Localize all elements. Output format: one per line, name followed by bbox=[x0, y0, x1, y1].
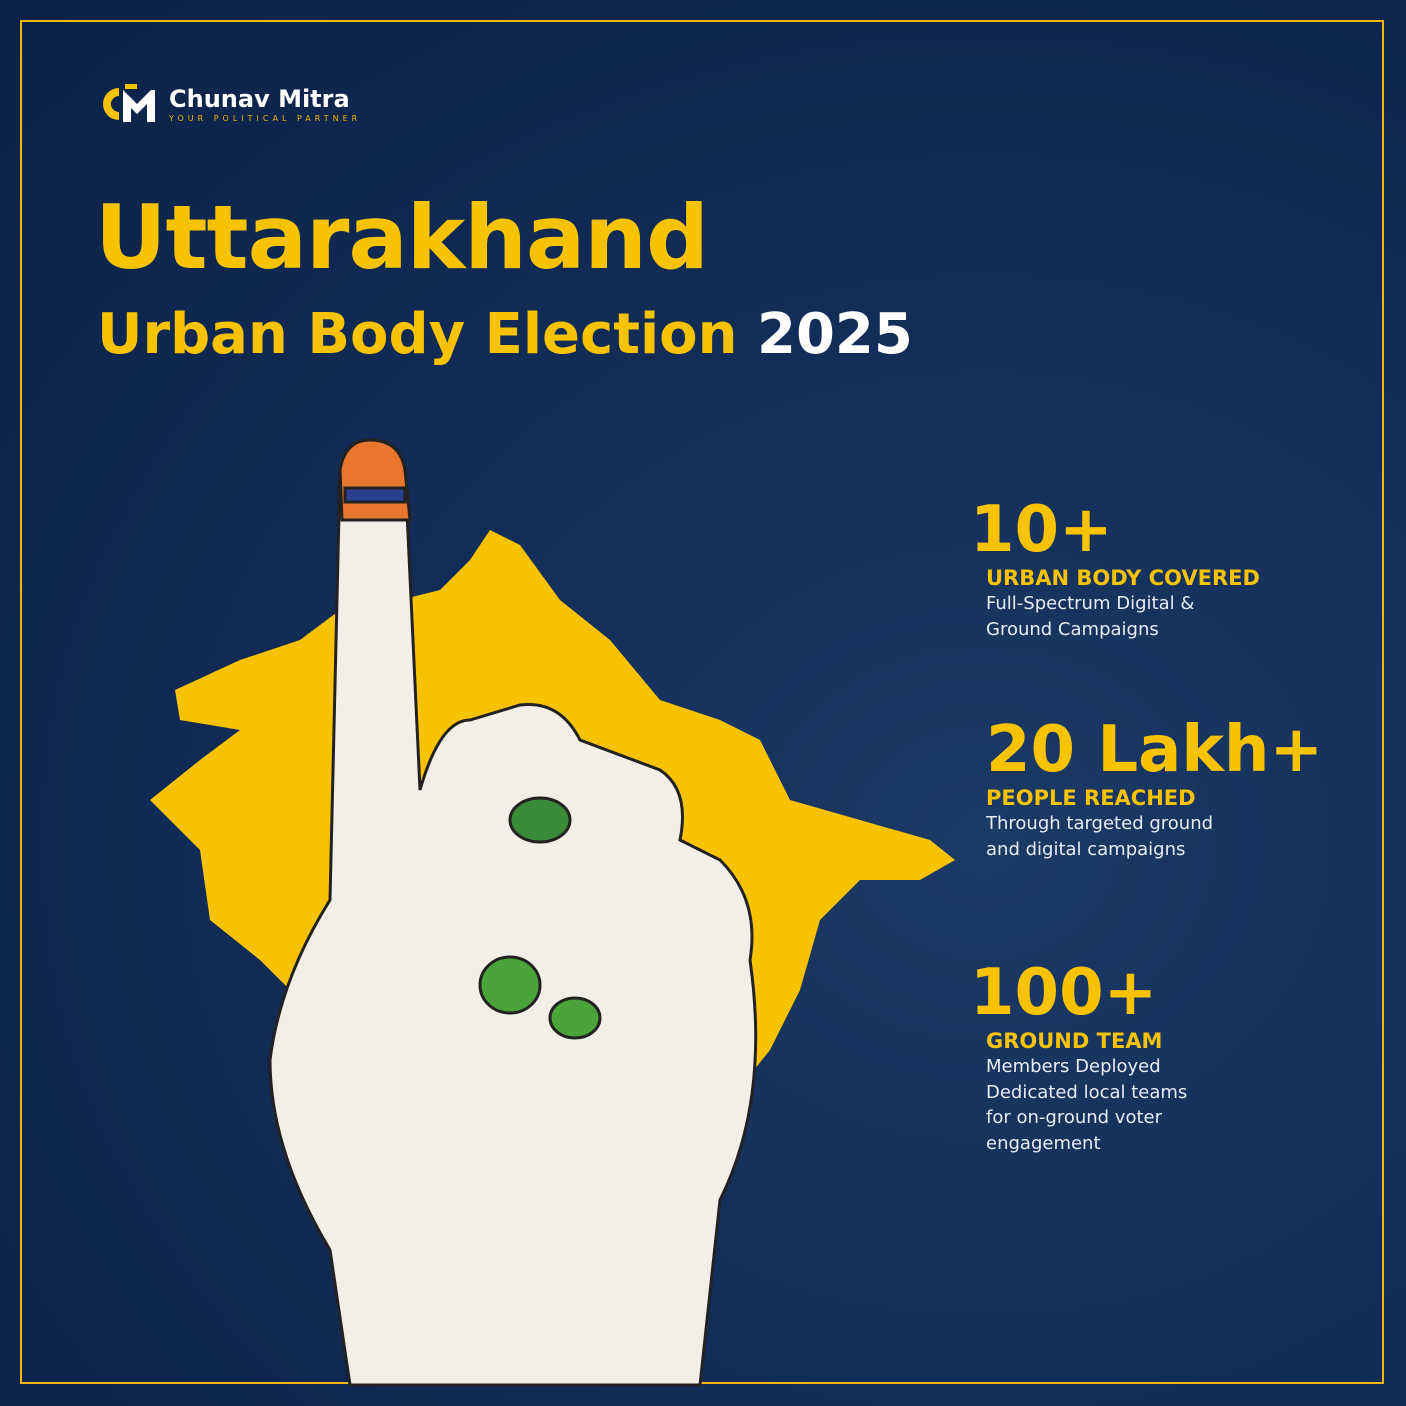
stat-value: 20 Lakh+ bbox=[986, 713, 1324, 787]
cm-logo-icon bbox=[103, 84, 155, 122]
stat-label: URBAN BODY COVERED bbox=[986, 566, 1260, 590]
stat-label: GROUND TEAM bbox=[986, 1029, 1163, 1053]
brand-name: Chunav Mitra bbox=[169, 84, 350, 113]
stat-description: Full-Spectrum Digital & Ground Campaigns bbox=[986, 593, 1195, 640]
stat-description: Through targeted ground and digital camp… bbox=[986, 813, 1214, 860]
border-frame bbox=[20, 20, 1384, 1384]
stat-value: 100+ bbox=[970, 956, 1158, 1030]
stat-people-reached: 20 Lakh+ PEOPLE REACHED Through targeted… bbox=[986, 715, 1323, 862]
stat-urban-bodies: 10+ URBAN BODY COVERED Full-Spectrum Dig… bbox=[970, 495, 1260, 642]
subheadline: Urban Body Election 2025 bbox=[97, 300, 913, 370]
stat-value: 10+ bbox=[970, 493, 1113, 567]
election-year: 2025 bbox=[757, 302, 913, 367]
subheadline-text: Urban Body Election bbox=[97, 302, 738, 367]
stat-label: PEOPLE REACHED bbox=[986, 786, 1196, 810]
inked-finger-hand bbox=[268, 438, 758, 1387]
headline: Uttarakhand bbox=[95, 186, 709, 289]
stat-ground-team: 100+ GROUND TEAM Members Deployed Dedica… bbox=[970, 958, 1188, 1156]
brand-tagline: YOUR POLITICAL PARTNER bbox=[169, 113, 362, 123]
stat-description: Members Deployed Dedicated local teams f… bbox=[986, 1056, 1188, 1154]
brand-logo: Chunav Mitra YOUR POLITICAL PARTNER bbox=[97, 82, 361, 126]
